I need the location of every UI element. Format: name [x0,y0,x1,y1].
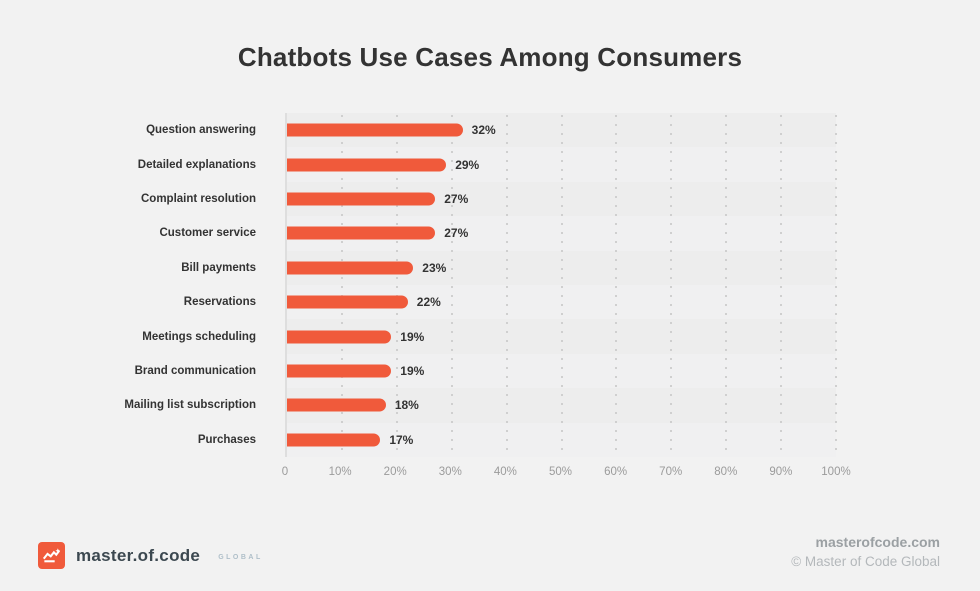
category-label: Bill payments [181,261,256,274]
zigzag-chart-icon [38,542,65,569]
category-label: Brand communication [134,365,256,378]
bar [287,330,392,344]
x-axis-tick: 20% [383,466,407,478]
x-axis-tick: 0 [281,466,289,478]
bar-row: Customer service 27% [159,216,836,251]
bar [287,261,414,275]
value-label: 32% [471,123,496,138]
value-label: 29% [455,157,480,172]
x-axis-tick: 40% [493,466,517,478]
footer-credits: masterofcode.com © Master of Code Global [791,534,940,569]
category-label: Purchases [197,433,256,446]
x-axis-tick: 90% [769,466,793,478]
x-axis-tick: 50% [548,466,573,478]
bar-row: Complaint resolution 27% [141,181,836,217]
website-text: masterofcode.com [815,534,940,550]
x-axis-tick: 10% [328,466,352,478]
bar [287,123,463,137]
bar-row: Mailing list subscription 18% [124,388,836,423]
x-axis-tick: 30% [438,466,462,478]
page-title: Chatbots Use Cases Among Consumers [237,42,743,72]
x-axis-tick: 60% [604,466,628,478]
x-axis: 0 10% 20% 30% 40% 50% 60% 70% 80% 90% 100% [281,466,851,482]
category-label: Mailing list subscription [124,399,256,412]
value-label: 17% [389,432,414,447]
bar-row: Question answering 32% [146,113,836,148]
category-label: Customer service [159,227,256,240]
value-label: 18% [394,398,419,413]
value-label: 22% [416,295,441,310]
x-axis-tick: 100% [821,466,851,478]
value-label: 27% [444,192,469,207]
bar-row: Meetings scheduling 19% [142,319,836,354]
bar-row: Bill payments 23% [181,250,836,286]
logo: master.of.code GLOBAL [38,542,263,569]
bar [287,433,381,447]
value-label: 23% [422,260,447,275]
chart-plot-area: Question answering 32% Detailed explanat… [124,113,837,458]
category-label: Complaint resolution [141,193,256,206]
bar-row: Detailed explanations 29% [138,147,836,182]
bar [287,398,386,412]
category-label: Reservations [183,296,256,309]
category-label: Detailed explanations [137,158,256,171]
bar [287,364,392,378]
bar [287,226,436,240]
value-label: 27% [444,226,469,241]
bar-row: Brand communication 19% [135,353,836,389]
logo-text: master.of.code [76,545,201,565]
bar [287,295,408,309]
value-label: 19% [400,364,425,379]
x-axis-tick: 80% [714,466,738,478]
logo-global-label: GLOBAL [218,553,263,561]
value-label: 19% [400,329,425,344]
bar-row: Purchases 17% [198,422,836,458]
category-label: Meetings scheduling [142,330,256,343]
copyright-text: © Master of Code Global [791,554,940,569]
bar [287,192,436,206]
bar-rows-container: Question answering 32% Detailed explanat… [124,113,836,458]
category-label: Question answering [146,124,256,137]
bar [287,158,447,172]
bar-row: Reservations 22% [184,285,836,320]
x-axis-tick: 70% [659,466,683,478]
